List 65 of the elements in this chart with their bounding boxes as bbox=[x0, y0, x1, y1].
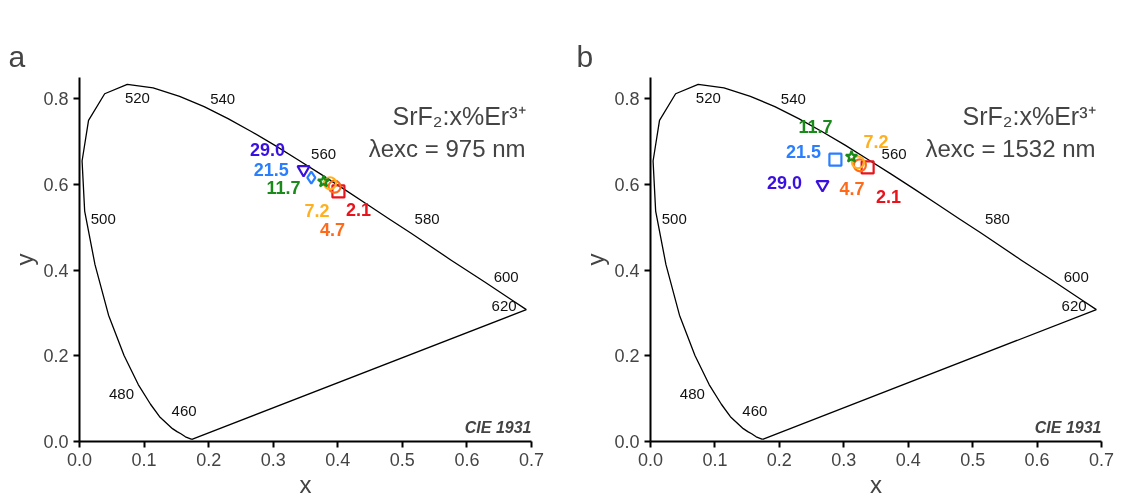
annotation: CIE 1931 bbox=[464, 419, 532, 437]
annotation: 620 bbox=[1061, 297, 1087, 315]
annotation: 580 bbox=[984, 210, 1010, 228]
y-axis-title: y bbox=[11, 253, 39, 266]
y-tick-label: 0.6 bbox=[43, 175, 69, 196]
x-tick-label: 0.2 bbox=[196, 449, 222, 470]
x-tick-label: 0.2 bbox=[766, 449, 792, 470]
x-tick-label: 0.6 bbox=[1024, 449, 1050, 470]
chart-title: a bbox=[8, 39, 26, 73]
series-label: 2.1 bbox=[345, 199, 371, 220]
x-tick-label: 0.7 bbox=[1088, 449, 1115, 470]
y-tick-label: 0.4 bbox=[43, 260, 69, 281]
series-label: 29.0 bbox=[767, 173, 803, 194]
annotation: 580 bbox=[414, 210, 440, 228]
annotation: 560 bbox=[311, 145, 337, 163]
x-axis-title: x bbox=[299, 470, 312, 498]
annotation: 500 bbox=[661, 209, 687, 227]
y-axis-title: y bbox=[582, 253, 610, 266]
y-tick-label: 0.8 bbox=[43, 89, 69, 110]
series-label: 2.1 bbox=[876, 186, 902, 207]
annotation: 480 bbox=[679, 385, 705, 403]
x-tick-label: 0.4 bbox=[325, 449, 351, 470]
y-tick-label: 0.8 bbox=[614, 89, 640, 110]
annotation: 520 bbox=[124, 89, 150, 107]
x-tick-label: 0.4 bbox=[895, 449, 921, 470]
annotation: 480 bbox=[108, 385, 135, 403]
annotation: 620 bbox=[491, 297, 517, 315]
x-tick-label: 0.0 bbox=[637, 449, 664, 470]
x-tick-label: 0.3 bbox=[831, 449, 857, 470]
x-tick-label: 0.1 bbox=[131, 449, 157, 470]
annotation: λexc = 1532 nm bbox=[925, 134, 1096, 162]
x-tick-label: 0.7 bbox=[518, 449, 545, 470]
series-label: 29.0 bbox=[250, 140, 286, 161]
x-tick-label: 0.6 bbox=[454, 449, 480, 470]
annotation: SrF₂:x%Er³⁺ bbox=[392, 102, 526, 131]
annotation: SrF₂:x%Er³⁺ bbox=[962, 102, 1096, 131]
y-tick-label: 0.2 bbox=[614, 346, 640, 367]
x-axis-title: x bbox=[870, 470, 882, 498]
annotation: 460 bbox=[171, 402, 197, 420]
annotation: 540 bbox=[210, 89, 236, 107]
x-tick-label: 0.0 bbox=[66, 449, 93, 470]
y-tick-label: 0.4 bbox=[614, 260, 640, 281]
x-tick-label: 0.3 bbox=[260, 449, 286, 470]
y-tick-label: 0.2 bbox=[43, 346, 69, 367]
x-tick-label: 0.5 bbox=[389, 449, 415, 470]
series-label: 21.5 bbox=[253, 160, 289, 181]
series-label: 21.5 bbox=[785, 142, 821, 163]
series-label: 7.2 bbox=[304, 200, 330, 221]
annotation: λexc = 975 nm bbox=[368, 134, 526, 162]
annotation: 500 bbox=[90, 209, 116, 227]
annotation: 600 bbox=[493, 268, 519, 286]
y-tick-label: 0.0 bbox=[43, 432, 69, 452]
chart-title: b bbox=[576, 39, 594, 73]
annotation: CIE 1931 bbox=[1034, 419, 1102, 437]
series-label: 4.7 bbox=[839, 178, 865, 199]
annotation: 600 bbox=[1063, 268, 1089, 286]
annotation: 460 bbox=[742, 402, 768, 420]
series-label: 11.7 bbox=[266, 178, 301, 199]
annotation: 540 bbox=[780, 89, 806, 107]
x-tick-label: 0.1 bbox=[702, 449, 728, 470]
series-label: 4.7 bbox=[320, 220, 346, 241]
annotation: 520 bbox=[695, 89, 721, 107]
x-tick-label: 0.5 bbox=[960, 449, 986, 470]
y-tick-label: 0.0 bbox=[614, 432, 640, 452]
y-tick-label: 0.6 bbox=[614, 175, 640, 196]
